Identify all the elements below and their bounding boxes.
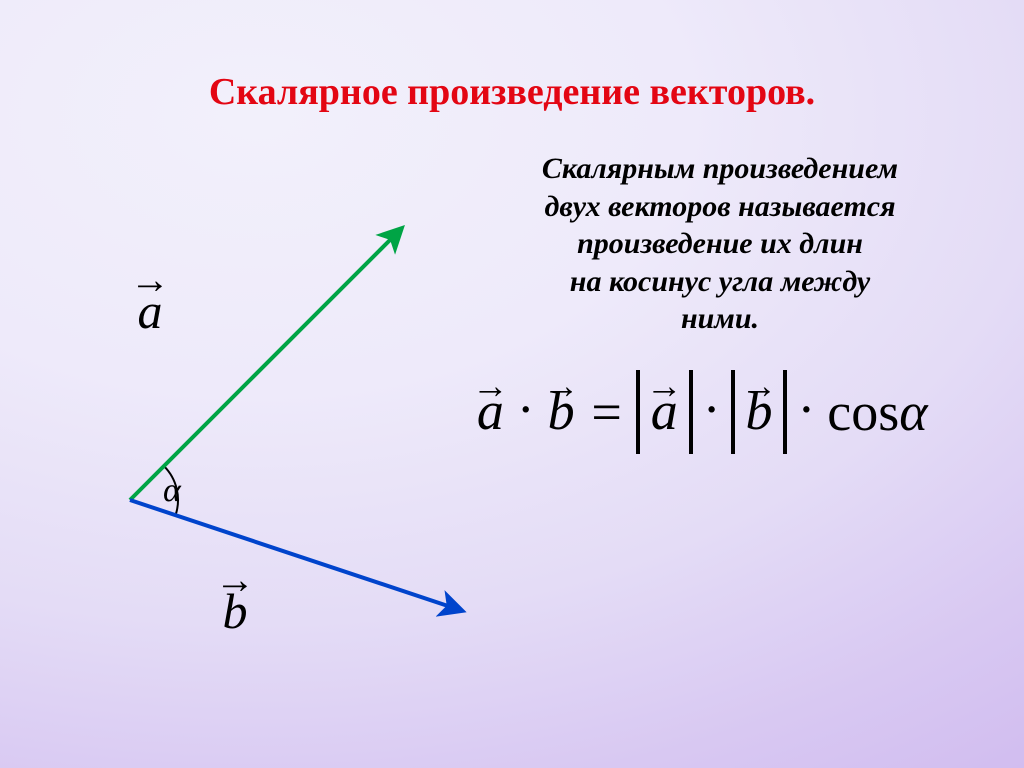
formula-mag-a: → a (632, 370, 697, 454)
bar-icon (783, 370, 787, 454)
label-b-text: b (223, 583, 248, 639)
formula-b: b (548, 384, 575, 438)
definition-text: Скалярным произведением двух векторов на… (470, 150, 970, 338)
def-line4: на косинус угла между (570, 265, 870, 298)
formula-cos: cosα (827, 385, 927, 439)
label-vector-b: → b (215, 580, 255, 636)
vector-a (130, 230, 400, 500)
def-line3: произведение их длин (577, 227, 863, 260)
page-title: Скалярное произведение векторов. (0, 70, 1024, 114)
bar-icon (689, 370, 693, 454)
formula-b2: b (745, 384, 772, 438)
slide: Скалярное произведение векторов. Скалярн… (0, 0, 1024, 768)
def-line5: ними. (681, 302, 759, 335)
bar-icon (731, 370, 735, 454)
def-line2: двух векторов называется (544, 190, 895, 223)
formula-alpha: α (899, 382, 927, 442)
bar-icon (636, 370, 640, 454)
formula-vec-a2: → a (646, 386, 683, 438)
formula-equals: = (591, 385, 621, 439)
label-a-text: a (138, 283, 163, 339)
def-line1: Скалярным произведением (542, 152, 898, 185)
vector-b (130, 500, 460, 610)
formula-dot-1: · (517, 382, 535, 436)
alpha-text: α (163, 472, 181, 509)
formula-vec-b: → b (543, 386, 580, 438)
title-text: Скалярное произведение векторов. (209, 71, 815, 113)
formula-mag-b: → b (727, 370, 792, 454)
formula-vec-a: → a (472, 386, 509, 438)
formula-vec-b2: → b (741, 386, 778, 438)
label-angle-alpha: α (163, 472, 181, 510)
formula-a2: a (651, 384, 678, 438)
label-vector-a: → a (130, 280, 170, 336)
cos-text: cos (827, 382, 899, 442)
dot-product-formula: → a · → b = → a · → b · cos (470, 370, 928, 454)
formula-dot-3: · (797, 382, 815, 436)
formula-dot-2: · (703, 382, 721, 436)
formula-a: a (477, 384, 504, 438)
